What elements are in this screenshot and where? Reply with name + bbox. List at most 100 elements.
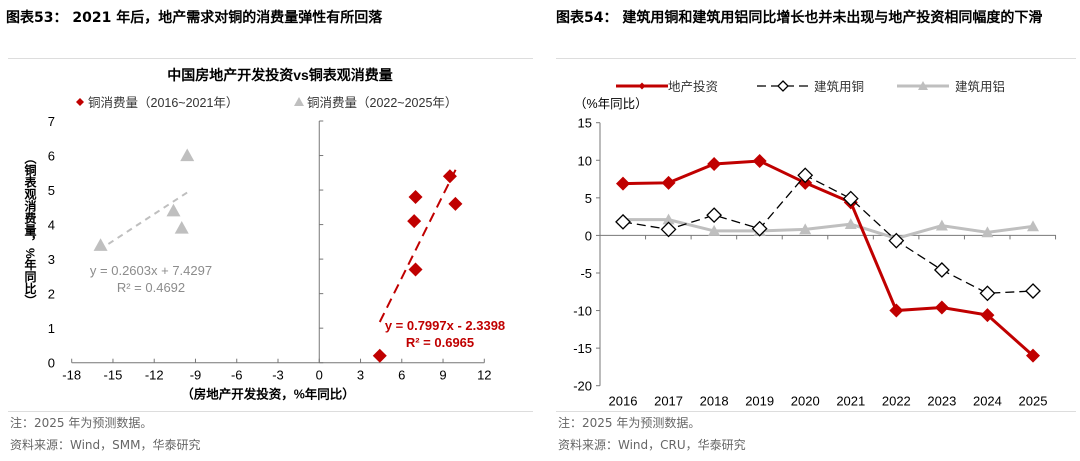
x-tick-label: -6 (231, 368, 243, 383)
data-point (707, 157, 722, 172)
legend-marker-diamond (76, 98, 84, 106)
y-tick-label: 0 (48, 356, 55, 371)
y-tick-label: 7 (48, 114, 55, 129)
x-tick-label: -3 (272, 368, 284, 383)
scatter-point (180, 148, 195, 162)
scatter-point (174, 221, 189, 234)
data-point (842, 190, 859, 207)
right-note: 注：2025 年为预测数据。 (558, 416, 701, 430)
legend-label: 地产投资 (668, 79, 718, 94)
x-tick-label: -15 (104, 368, 123, 383)
x-tick-label: 12 (477, 368, 491, 383)
x-tick-label: 2022 (882, 394, 911, 409)
y-tick-label: 10 (578, 153, 592, 168)
scatter-point (166, 203, 181, 217)
right-panel-title: 图表54： 建筑用铜和建筑用铝同比增长也并未出现与地产投资相同幅度的下滑 (556, 10, 1043, 26)
right-top-rule (556, 58, 1076, 59)
y-tick-label: 6 (48, 149, 55, 164)
trendline-r2: R² = 0.6965 (406, 335, 474, 350)
data-point (933, 262, 950, 278)
legend-label: 建筑用铜 (814, 79, 864, 94)
left-top-rule (8, 58, 533, 59)
y-tick-label: -10 (573, 304, 592, 319)
y-tick-label: -15 (573, 341, 592, 356)
scatter-point (408, 262, 423, 277)
right-source: 资料来源：Wind，CRU，华泰研究 (558, 438, 746, 452)
left-bottom-rule (8, 411, 533, 412)
y-tick-label: 1 (48, 321, 55, 336)
data-point (888, 232, 905, 249)
x-axis-label: （房地产开发投资，%年同比） (181, 387, 355, 402)
x-tick-label: -12 (145, 368, 164, 383)
trendline (378, 166, 458, 323)
x-tick-label: 9 (439, 368, 446, 383)
x-tick-label: 2016 (609, 394, 638, 409)
legend-marker-triangle (918, 81, 928, 90)
left-note: 注：2025 年为预测数据。 (10, 416, 153, 430)
trendline-equation: y = 0.2603x + 7.4297 (90, 263, 212, 278)
data-point (1027, 220, 1039, 232)
data-point (1025, 283, 1041, 299)
scatter-y-axis-label: （铜表观消费量，%年同比） (23, 152, 37, 307)
x-tick-label: 2023 (927, 394, 956, 409)
right-bottom-rule (556, 411, 1076, 412)
x-tick-label: 2019 (745, 394, 774, 409)
data-point (935, 219, 948, 231)
data-point (706, 207, 723, 224)
scatter-point (442, 169, 457, 184)
data-point (980, 308, 995, 323)
scatter-point (448, 196, 463, 211)
legend-label: 铜消费量（2016~2021年） (88, 95, 238, 110)
data-point (662, 213, 675, 225)
x-tick-label: 2020 (791, 394, 820, 409)
x-tick-label: 6 (398, 368, 405, 383)
legend-marker-diamond-open (777, 80, 789, 92)
data-point (889, 303, 904, 318)
series-line (622, 159, 1034, 357)
data-point (661, 175, 676, 190)
y-tick-label: 0 (585, 228, 592, 243)
x-tick-label: 2021 (836, 394, 865, 409)
y-axis-label: （%年同比） (574, 97, 648, 111)
trendline-equation: y = 0.7997x - 2.3398 (385, 318, 505, 333)
data-point (660, 221, 677, 238)
x-tick-label: 2017 (654, 394, 683, 409)
left-panel-title: 图表53： 2021 年后，地产需求对铜的消费量弹性有所回落 (6, 10, 383, 26)
data-point (981, 226, 994, 238)
scatter-title: 中国房地产开发投资vs铜表观消费量 (167, 67, 393, 83)
data-point (934, 300, 949, 315)
y-tick-label: 5 (48, 183, 55, 198)
scatter-point (408, 189, 423, 204)
y-tick-label: -5 (580, 266, 592, 281)
data-point (616, 176, 630, 191)
trendline (98, 190, 190, 251)
x-tick-label: 2024 (973, 394, 1002, 409)
data-point (1026, 348, 1040, 363)
trendline-r2: R² = 0.4692 (117, 280, 185, 295)
scatter-point (93, 238, 108, 251)
x-tick-label: -9 (190, 368, 202, 383)
series-line (622, 174, 1034, 294)
scatter-point (372, 348, 387, 363)
x-tick-label: 2018 (700, 394, 729, 409)
y-tick-label: 3 (48, 252, 55, 267)
data-point (752, 154, 767, 169)
data-point (708, 224, 721, 236)
x-tick-label: 3 (357, 368, 364, 383)
data-point (979, 285, 996, 302)
x-tick-label: 2025 (1019, 394, 1048, 409)
legend-marker-diamond (638, 82, 646, 90)
series-line (623, 218, 1034, 240)
legend-marker-triangle (294, 97, 304, 106)
x-tick-label: -18 (62, 368, 81, 383)
y-tick-label: 2 (48, 287, 55, 302)
y-tick-label: 5 (585, 191, 592, 206)
data-point (751, 220, 768, 237)
y-tick-label: 4 (48, 218, 55, 233)
data-point (844, 218, 857, 229)
scatter-point (407, 214, 422, 229)
legend-label: 铜消费量（2022~2025年） (307, 95, 457, 110)
data-point (799, 223, 812, 235)
data-point (797, 167, 814, 184)
